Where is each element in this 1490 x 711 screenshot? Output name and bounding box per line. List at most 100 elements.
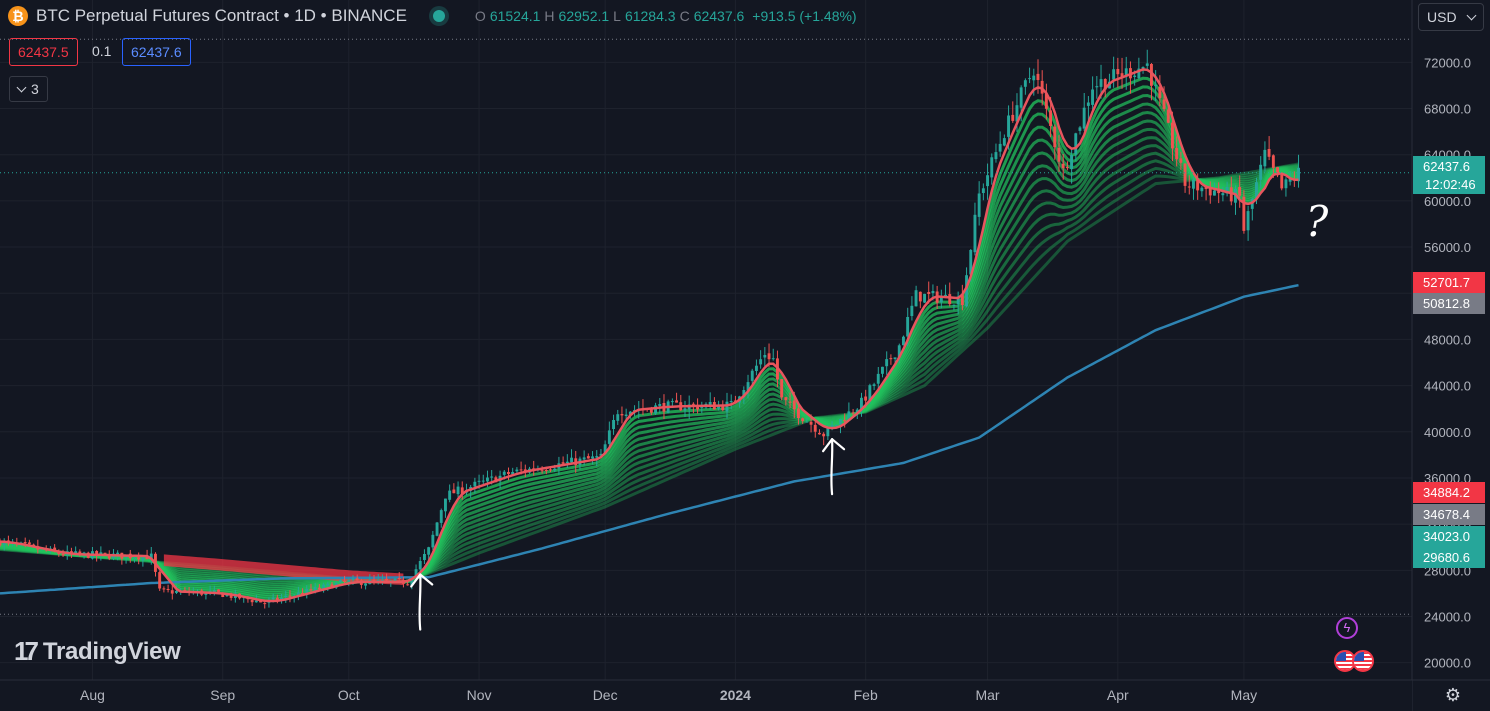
candle-up bbox=[582, 457, 586, 460]
arrow-head bbox=[410, 573, 434, 588]
time-tick-label: Aug bbox=[80, 687, 105, 703]
candle-up bbox=[956, 296, 960, 305]
price-tick-label: 48000.0 bbox=[1424, 332, 1471, 347]
candle-down bbox=[0, 540, 2, 546]
candle-up bbox=[746, 382, 750, 391]
candle-up bbox=[1246, 211, 1250, 231]
symbol-header[interactable]: ₿ BTC Perpetual Futures Contract • 1D • … bbox=[8, 6, 857, 26]
currency-select[interactable]: USD bbox=[1418, 3, 1484, 31]
axis-value-text: 52701.7 bbox=[1423, 275, 1470, 290]
candle-up bbox=[755, 365, 758, 371]
candle-up bbox=[565, 461, 569, 463]
sell-button[interactable]: 62437.5 bbox=[9, 38, 78, 66]
candle-up bbox=[486, 477, 489, 482]
buy-button[interactable]: 62437.6 bbox=[122, 38, 191, 66]
price-tick-label: 20000.0 bbox=[1424, 656, 1471, 671]
candle-up bbox=[133, 557, 136, 559]
candle-down bbox=[864, 396, 868, 401]
candle-down bbox=[927, 292, 931, 294]
candle-up bbox=[74, 551, 78, 554]
candle-up bbox=[254, 600, 258, 603]
candle-down bbox=[397, 578, 401, 579]
axis-value-badge bbox=[1413, 547, 1485, 568]
candle-down bbox=[309, 589, 313, 591]
ema200-path bbox=[0, 283, 1299, 595]
candle-up bbox=[1082, 107, 1086, 129]
countdown-text: 12:02:46 bbox=[1425, 177, 1476, 192]
candle-up bbox=[805, 421, 809, 423]
candle-up bbox=[212, 590, 216, 592]
open-label: O bbox=[474, 8, 486, 24]
candle-down bbox=[1238, 187, 1242, 196]
tradingview-logo[interactable]: 17 TradingView bbox=[14, 636, 181, 667]
candle-down bbox=[1208, 187, 1212, 196]
candle-down bbox=[53, 547, 57, 552]
candle-up bbox=[902, 336, 905, 346]
candle-up bbox=[1284, 179, 1288, 189]
candle-down bbox=[733, 400, 737, 402]
candle-up bbox=[1019, 87, 1023, 108]
ribbon-band bbox=[0, 136, 1299, 586]
candle-down bbox=[27, 542, 31, 545]
candle-up bbox=[860, 397, 863, 411]
tradingview-mark-icon: 17 bbox=[14, 636, 39, 666]
candle-up bbox=[280, 597, 283, 600]
indicators-toggle-button[interactable]: 3 bbox=[9, 76, 48, 102]
candle-down bbox=[721, 404, 725, 411]
candle-up bbox=[1221, 193, 1225, 196]
candle-down bbox=[1036, 73, 1040, 80]
lightning-event-icon[interactable]: ϟ bbox=[1336, 617, 1358, 639]
candle-down bbox=[32, 544, 35, 546]
candle-down bbox=[519, 469, 523, 471]
arrow-shaft bbox=[418, 573, 422, 631]
axis-value-text: 34884.2 bbox=[1423, 485, 1470, 500]
axis-value-badge bbox=[1413, 504, 1485, 525]
ohlc-values: O 61524.1 H 62952.1 L 61284.3 C 62437.6 +913… bbox=[475, 8, 857, 24]
candle-up bbox=[670, 401, 674, 403]
candle-up bbox=[271, 597, 275, 600]
candle-up bbox=[603, 444, 607, 454]
candle-up bbox=[1263, 149, 1267, 167]
drawing-annotations: ? bbox=[410, 197, 1329, 631]
time-axis[interactable]: Aug Sep Oct Nov Dec 2024 Feb Mar Apr May bbox=[0, 679, 1490, 711]
candle-up bbox=[977, 193, 981, 217]
candle-up bbox=[423, 554, 426, 560]
candle-up bbox=[1086, 102, 1090, 106]
axis-value-badge bbox=[1413, 293, 1485, 314]
candle-down bbox=[691, 403, 695, 405]
time-axis-bg bbox=[0, 680, 1412, 711]
candle-up bbox=[1002, 138, 1006, 146]
candle-up bbox=[1213, 190, 1216, 196]
candle-up bbox=[414, 569, 418, 578]
candle-down bbox=[649, 408, 653, 413]
time-tick-label: Apr bbox=[1107, 687, 1129, 703]
candle-up bbox=[923, 293, 926, 303]
candle-down bbox=[1175, 148, 1179, 160]
candle-down bbox=[696, 405, 699, 410]
candle-up bbox=[729, 401, 733, 402]
candle-up bbox=[1288, 178, 1292, 182]
gear-icon[interactable]: ⚙ bbox=[1444, 685, 1462, 705]
candle-up bbox=[885, 359, 889, 367]
candle-up bbox=[1133, 75, 1137, 77]
axis-value-text: 62437.6 bbox=[1423, 159, 1470, 174]
candle-up bbox=[553, 468, 557, 471]
candle-down bbox=[1183, 163, 1187, 186]
candle-up bbox=[893, 357, 897, 359]
candle-down bbox=[6, 540, 10, 542]
candle-up bbox=[595, 456, 599, 458]
us-flag-event-icon[interactable] bbox=[1352, 650, 1374, 672]
time-tick-label: 2024 bbox=[720, 687, 751, 703]
high-label: H bbox=[544, 8, 555, 24]
symbol-title[interactable]: BTC Perpetual Futures Contract • 1D • BI… bbox=[36, 6, 407, 25]
candle-down bbox=[162, 588, 166, 590]
price-tick-label: 24000.0 bbox=[1424, 610, 1471, 625]
candle-up bbox=[1099, 79, 1103, 87]
candle-down bbox=[95, 551, 99, 556]
price-axis[interactable]: 20000.024000.028000.032000.036000.040000… bbox=[1411, 0, 1490, 711]
candle-up bbox=[1095, 86, 1099, 88]
candle-down bbox=[549, 469, 552, 471]
candle-up bbox=[141, 556, 145, 561]
candle-up bbox=[502, 471, 506, 475]
